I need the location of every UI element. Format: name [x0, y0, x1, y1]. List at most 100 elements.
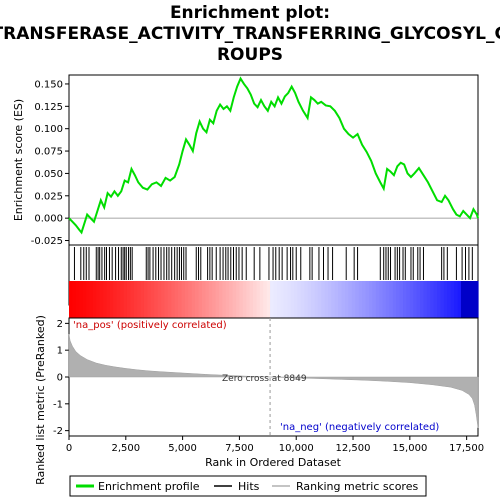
ranking-color-segment [174, 281, 179, 318]
ranking-color-segment [137, 281, 142, 318]
ranking-color-segment [314, 281, 319, 318]
ranking-color-segment [239, 281, 244, 318]
ranking-color-segment [290, 281, 295, 318]
ranking-color-segment [338, 281, 343, 318]
ranking-color-segment [382, 281, 387, 318]
ranking-color-segment [123, 281, 128, 318]
enrichment-profile-line [68, 76, 479, 235]
ranking-color-segment [201, 281, 206, 318]
ranking-color-segment [249, 281, 254, 318]
es-y-tick-label: 0.100 [34, 124, 63, 135]
es-y-tick-label: 0.000 [34, 214, 63, 225]
ranking-color-segment [82, 281, 87, 318]
ranking-color-segment [287, 281, 292, 318]
ranking-color-segment [205, 281, 210, 318]
ranking-color-segment [116, 281, 121, 318]
ranking-color-segment [420, 281, 425, 318]
ranking-color-bar [69, 281, 479, 318]
ranking-color-segment [358, 281, 363, 318]
ranking-color-segment [403, 281, 408, 318]
zero-cross-label: Zero cross at 8849 [222, 374, 307, 384]
x-tick-label: 17,500 [449, 443, 484, 454]
ranking-color-segment [467, 281, 472, 318]
ranking-color-segment [167, 281, 172, 318]
ranking-color-segment [242, 281, 247, 318]
ranking-color-segment [345, 281, 350, 318]
ranking-color-segment [331, 281, 336, 318]
ranking-color-segment [474, 281, 479, 318]
ranking-color-segment [198, 281, 203, 318]
ranking-color-segment [440, 281, 445, 318]
ranking-color-segment [372, 281, 377, 318]
ranking-color-segment [460, 281, 465, 318]
ranking-color-segment [348, 281, 353, 318]
ranking-color-segment [321, 281, 326, 318]
ranking-color-segment [120, 281, 125, 318]
ranking-color-segment [232, 281, 237, 318]
ranking-color-segment [276, 281, 281, 318]
ranking-color-segment [178, 281, 183, 318]
ranking-color-segment [195, 281, 200, 318]
ranking-color-segment [307, 281, 312, 318]
ranking-color-segment [69, 281, 74, 318]
ranking-color-segment [283, 281, 288, 318]
ranking-color-segment [212, 281, 217, 318]
ranking-color-segment [89, 281, 94, 318]
x-tick-label: 2,500 [111, 443, 140, 454]
ranking-metric-area [68, 334, 479, 428]
ranking-color-segment [365, 281, 370, 318]
ranking-color-segment [443, 281, 448, 318]
ranking-color-segment [229, 281, 234, 318]
ranking-color-segment [304, 281, 309, 318]
ranking-color-segment [171, 281, 176, 318]
legend-es-label: Enrichment profile [98, 480, 200, 493]
ranking-color-segment [140, 281, 145, 318]
ranking-color-segment [328, 281, 333, 318]
ranking-color-segment [218, 281, 223, 318]
ranking-color-segment [99, 281, 104, 318]
ranking-color-segment [437, 281, 442, 318]
ranking-color-segment [297, 281, 302, 318]
es-y-tick-label: 0.125 [34, 102, 63, 113]
ranking-color-segment [263, 281, 268, 318]
ranking-color-segment [143, 281, 148, 318]
ranking-color-segment [447, 281, 452, 318]
metric-y-tick-label: -2 [53, 426, 63, 437]
legend-box [69, 475, 427, 497]
ranking-color-segment [109, 281, 114, 318]
ranking-color-segment [133, 281, 138, 318]
metric-y-tick-label: 1 [57, 346, 63, 357]
x-tick-label: 12,500 [336, 443, 371, 454]
ranking-color-segment [72, 281, 77, 318]
ranking-color-segment [154, 281, 159, 318]
ranking-color-segment [96, 281, 101, 318]
ranking-color-segment [423, 281, 428, 318]
ranking-color-segment [450, 281, 455, 318]
ranking-color-segment [181, 281, 186, 318]
ranking-color-segment [341, 281, 346, 318]
ranking-color-segment [433, 281, 438, 318]
ranking-color-segment [92, 281, 97, 318]
ranking-color-segment [471, 281, 476, 318]
metric-y-tick-label: 2 [57, 319, 63, 330]
ranking-color-segment [150, 281, 155, 318]
ranking-color-segment [266, 281, 271, 318]
ranking-color-segment [355, 281, 360, 318]
es-y-tick-label: -0.025 [31, 236, 63, 247]
ranking-color-segment [236, 281, 241, 318]
ranking-color-segment [413, 281, 418, 318]
ranking-color-segment [161, 281, 166, 318]
ranking-color-segment [222, 281, 227, 318]
ranking-color-segment [426, 281, 431, 318]
ranking-color-segment [253, 281, 258, 318]
ranking-color-segment [293, 281, 298, 318]
na-neg-label: 'na_neg' (negatively correlated) [280, 422, 439, 433]
ranking-color-segment [103, 281, 108, 318]
x-tick-label: 0 [66, 443, 72, 454]
ranking-color-segment [191, 281, 196, 318]
ranking-color-segment [147, 281, 152, 318]
ranking-color-segment [106, 281, 111, 318]
ranking-color-segment [464, 281, 469, 318]
ranking-color-segment [375, 281, 380, 318]
